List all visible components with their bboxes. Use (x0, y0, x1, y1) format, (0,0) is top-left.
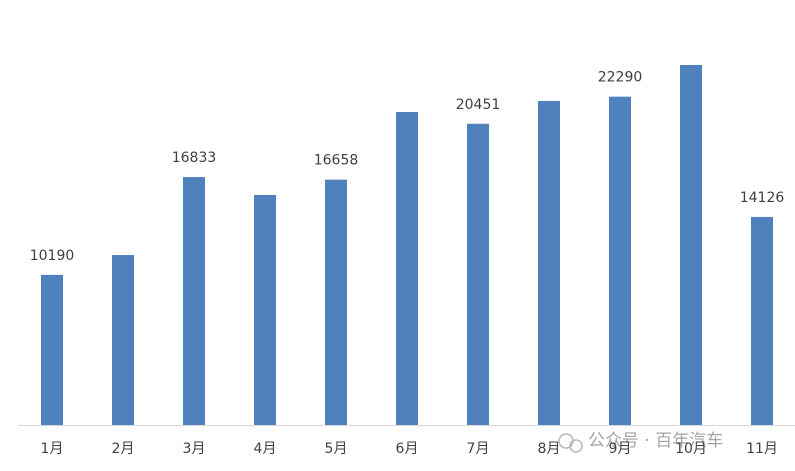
bar (467, 123, 489, 425)
watermark: 公众号 · 百年汽车 (588, 431, 723, 451)
data-label: 14126 (740, 190, 785, 206)
x-tick-label: 5月 (325, 441, 348, 457)
x-tick-label: 8月 (538, 441, 561, 457)
bar (254, 194, 276, 425)
bar (680, 65, 702, 425)
bar (41, 274, 63, 425)
x-tick-label: 9月 (609, 441, 632, 457)
bar (751, 216, 773, 425)
x-tick-label: 3月 (183, 441, 206, 457)
data-label: 16833 (172, 150, 217, 166)
watermark-icon (558, 433, 583, 453)
x-tick-label: 6月 (396, 441, 419, 457)
x-tick-label: 11月 (746, 441, 778, 457)
data-label: 16658 (314, 153, 359, 169)
data-label: 20451 (456, 97, 501, 113)
bar (538, 100, 560, 426)
bar (112, 255, 134, 425)
bar (609, 96, 631, 425)
x-tick-label: 2月 (112, 441, 135, 457)
data-label: 22290 (598, 70, 643, 86)
data-label: 10190 (30, 248, 75, 264)
x-tick-label: 1月 (41, 441, 64, 457)
bar (396, 111, 418, 426)
bar (325, 179, 347, 425)
bar (183, 177, 205, 425)
x-tick-label: 10月 (675, 441, 707, 457)
x-tick-label: 4月 (254, 441, 277, 457)
x-tick-label: 7月 (467, 441, 490, 457)
